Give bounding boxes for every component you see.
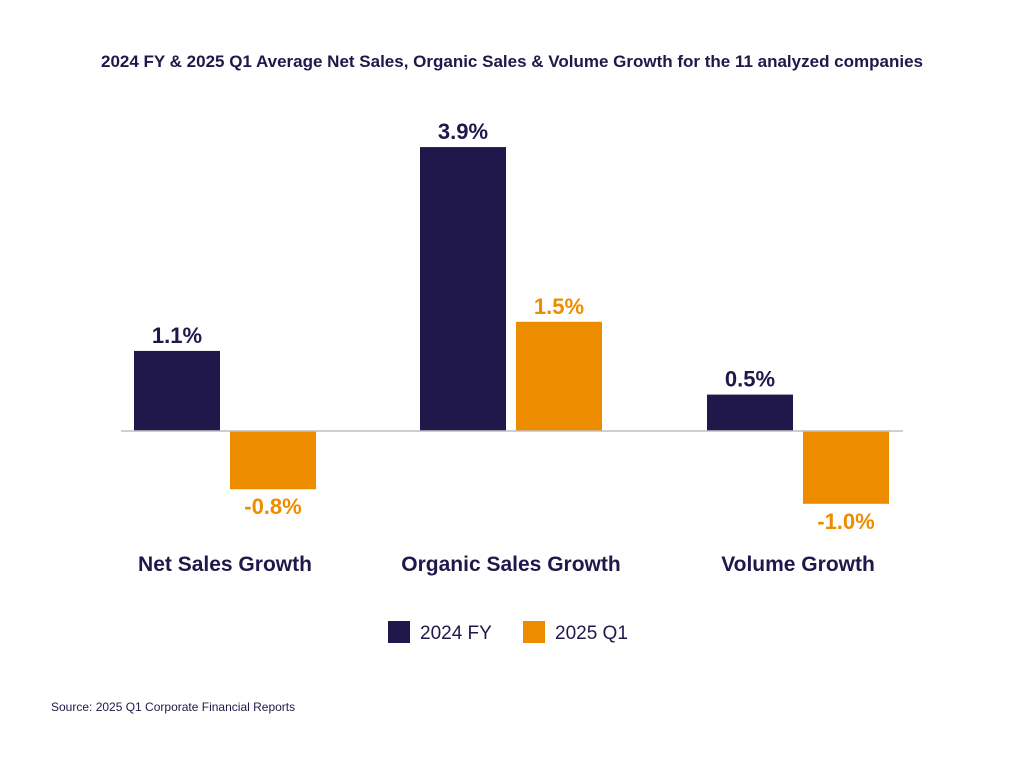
legend-label-2024-fy: 2024 FY — [420, 623, 492, 644]
value-label-2024-fy-net-sales-growth: 1.1% — [152, 323, 202, 348]
bar-2024-fy-organic-sales-growth — [420, 147, 506, 431]
value-label-2024-fy-organic-sales-growth: 3.9% — [438, 119, 488, 144]
category-label-net-sales-growth: Net Sales Growth — [138, 553, 312, 576]
bars-layer — [134, 147, 889, 504]
bar-2025-q1-organic-sales-growth — [516, 321, 602, 431]
legend-label-2025-q1: 2025 Q1 — [555, 623, 628, 644]
bar-2025-q1-net-sales-growth — [230, 431, 316, 490]
value-labels-layer: 1.1% 3.9% 0.5% -0.8% 1.5% -1.0% — [152, 119, 875, 534]
category-label-organic-sales-growth: Organic Sales Growth — [401, 553, 620, 576]
category-labels-layer: Net Sales Growth Organic Sales Growth Volu… — [138, 553, 875, 576]
bar-2024-fy-net-sales-growth — [134, 350, 220, 431]
value-label-2025-q1-net-sales-growth: -0.8% — [244, 494, 301, 519]
bar-2025-q1-volume-growth — [803, 431, 889, 504]
value-label-2024-fy-volume-growth: 0.5% — [725, 367, 775, 392]
chart-title: 2024 FY & 2025 Q1 Average Net Sales, Org… — [101, 52, 923, 71]
legend-swatch-2025-q1 — [523, 621, 545, 643]
value-label-2025-q1-organic-sales-growth: 1.5% — [534, 294, 584, 319]
legend: 2024 FY 2025 Q1 — [388, 621, 628, 644]
value-label-2025-q1-volume-growth: -1.0% — [817, 509, 874, 534]
category-label-volume-growth: Volume Growth — [721, 553, 875, 576]
source-note: Source: 2025 Q1 Corporate Financial Repo… — [51, 700, 295, 714]
bar-2024-fy-volume-growth — [707, 394, 793, 431]
legend-swatch-2024-fy — [388, 621, 410, 643]
